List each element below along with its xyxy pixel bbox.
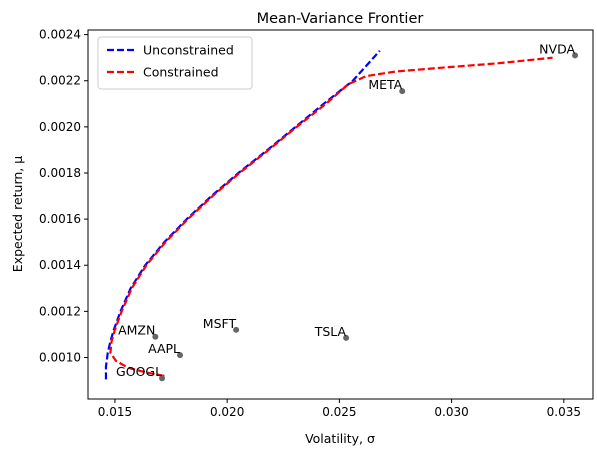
legend-label-constrained: Constrained bbox=[143, 65, 219, 80]
y-tick-label: 0.0016 bbox=[39, 212, 81, 226]
axes-frame bbox=[87, 29, 594, 400]
asset-point-meta bbox=[399, 88, 406, 95]
asset-label-nvda: NVDA bbox=[539, 41, 575, 56]
x-tick-label: 0.015 bbox=[98, 405, 132, 419]
asset-label-tsla: TSLA bbox=[314, 324, 347, 339]
asset-label-amzn: AMZN bbox=[118, 323, 155, 338]
asset-label-googl: GOOGL bbox=[116, 364, 162, 379]
legend-box bbox=[97, 36, 253, 90]
asset-point-amzn bbox=[152, 333, 159, 340]
x-tick-label: 0.035 bbox=[547, 405, 581, 419]
asset-point-aapl bbox=[177, 352, 184, 359]
y-tick-label: 0.0020 bbox=[39, 120, 81, 134]
asset-label-aapl: AAPL bbox=[148, 341, 180, 356]
plot-area: NVDA META AMZN MSFT TSLA AAPL GOOGL bbox=[104, 41, 579, 382]
x-axis: 0.015 0.020 0.025 0.030 0.035 bbox=[98, 399, 581, 419]
x-tick-label: 0.020 bbox=[210, 405, 244, 419]
legend-label-unconstrained: Unconstrained bbox=[143, 43, 234, 58]
asset-point-tsla bbox=[343, 334, 350, 341]
y-tick-label: 0.0012 bbox=[39, 304, 81, 318]
asset-label-msft: MSFT bbox=[203, 316, 237, 331]
x-tick-label: 0.030 bbox=[434, 405, 468, 419]
x-axis-title: Volatility, σ bbox=[305, 431, 375, 446]
legend: Unconstrained Constrained bbox=[97, 36, 253, 90]
asset-point-nvda bbox=[572, 52, 579, 59]
y-tick-label: 0.0014 bbox=[39, 258, 81, 272]
y-axis-title: Expected return, μ bbox=[10, 156, 25, 272]
asset-point-googl bbox=[159, 375, 166, 382]
y-tick-label: 0.0022 bbox=[39, 74, 81, 88]
y-tick-label: 0.0024 bbox=[39, 28, 81, 42]
asset-label-meta: META bbox=[368, 77, 402, 92]
y-axis: 0.0010 0.0012 0.0014 0.0016 0.0018 0.0020 0.00… bbox=[39, 28, 88, 364]
y-tick-label: 0.0018 bbox=[39, 166, 81, 180]
y-tick-label: 0.0010 bbox=[39, 350, 81, 364]
asset-point-msft bbox=[233, 326, 240, 333]
chart-title: Mean-Variance Frontier bbox=[257, 11, 424, 27]
x-tick-label: 0.025 bbox=[322, 405, 356, 419]
